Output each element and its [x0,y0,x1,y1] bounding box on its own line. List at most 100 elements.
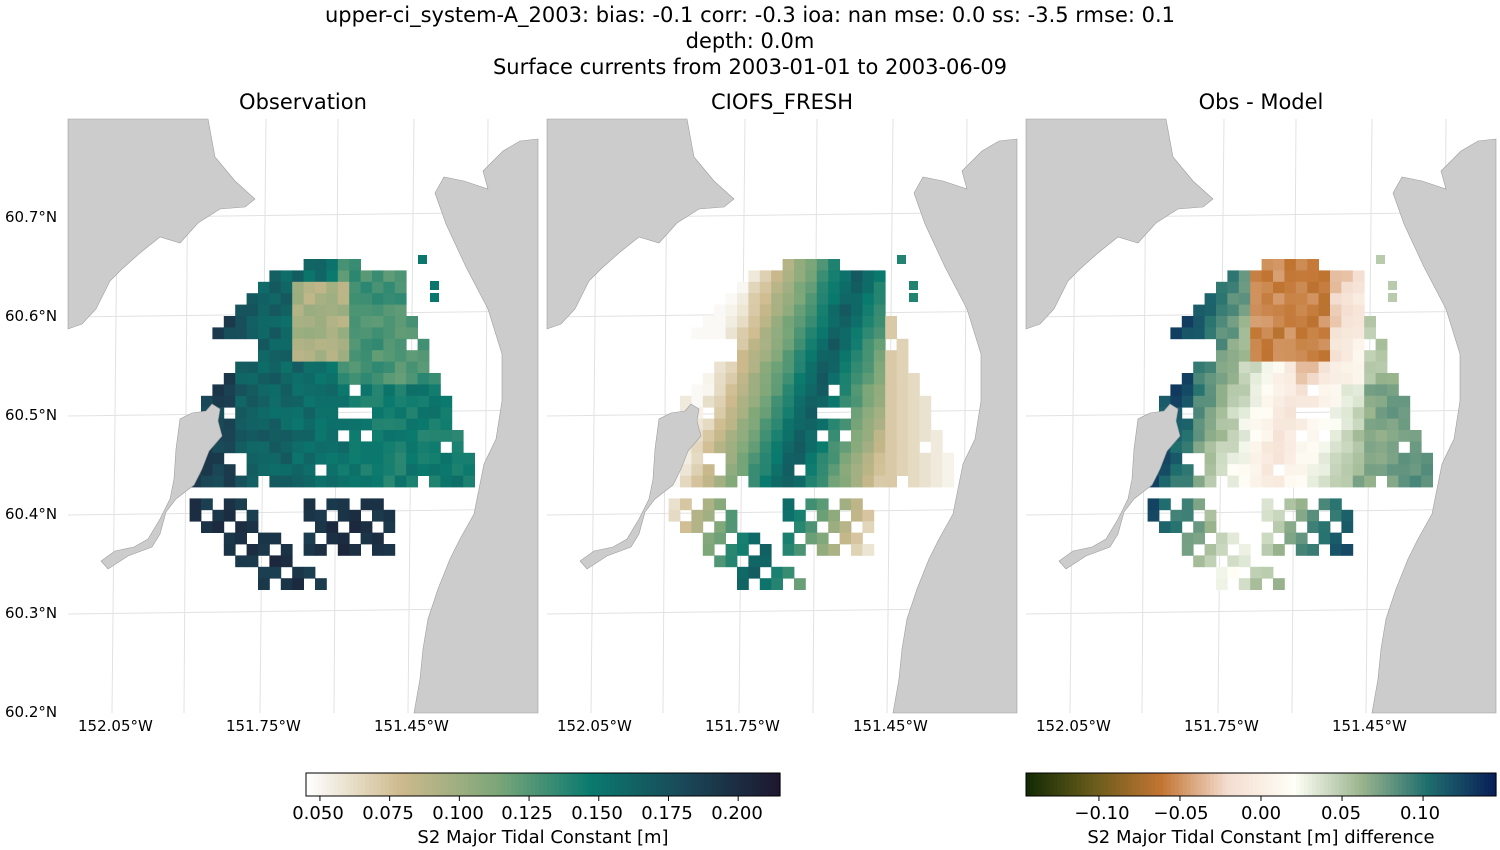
data-cell [280,452,293,465]
data-cell [326,395,339,408]
data-cell [805,407,818,419]
data-cell [714,373,726,385]
data-cell [1295,316,1308,328]
colorbar-segment [641,773,647,796]
colorbar-segment [740,773,746,796]
colorbar-frame [305,772,781,797]
data-cell [839,281,852,294]
data-cell [360,418,373,431]
data-cell [851,452,863,465]
data-cell [896,338,909,351]
data-cell [1216,532,1228,545]
data-cell [794,327,806,340]
data-cell [1318,270,1331,283]
colorbar-segment [744,773,749,796]
data-cell [851,509,863,522]
data-cell [1295,304,1308,317]
data-cell [1352,293,1365,305]
data-cell [828,521,840,533]
data-cell [885,418,897,431]
data-cell [1284,350,1297,362]
data-cell [1330,361,1342,374]
data-cell [235,373,247,385]
colorbar-segment [574,773,580,796]
data-cell [337,304,350,317]
data-cell [326,452,339,465]
data-cell [269,395,282,408]
colorbar-segment [633,773,639,796]
data-cell [839,498,852,511]
data-cell [212,327,225,340]
data-cell [1295,338,1308,351]
colorbar-segment [396,773,402,796]
data-cell [258,384,270,397]
data-cell [702,418,715,431]
colorbar-segment [554,773,560,796]
data-cell [1330,509,1342,522]
colorbar-segment [475,773,481,796]
colorbar-segment [1386,773,1391,796]
data-cell [417,384,430,397]
data-cell [885,430,897,442]
data-cell [1352,395,1365,408]
data-cell [246,293,259,305]
data-cell [771,281,783,294]
data-cell [1388,281,1397,290]
data-cell [280,327,293,340]
data-cell [406,452,418,465]
data-cell [246,373,259,385]
data-cell [1250,418,1262,431]
data-cell [1250,464,1262,476]
data-cell [839,327,852,340]
data-cell [782,373,795,385]
data-cell [1261,464,1274,476]
colorbar-segment [1057,773,1062,796]
data-cell [1284,373,1297,385]
data-cell [737,430,749,442]
colorbar-segment [673,773,678,796]
colorbar-segment [1159,773,1164,796]
data-cell [680,475,692,488]
data-cell [394,327,407,340]
data-cell [1273,395,1285,408]
colorbar-segment [669,773,674,796]
data-cell [1193,475,1205,488]
colorbar-segment [1194,773,1199,796]
data-cell [269,316,282,328]
lon-tick-p2-152-05: 152.05°W [557,717,632,735]
data-cell [816,544,829,556]
data-cell [828,373,840,385]
data-cell [246,418,259,431]
colorbar-segment [416,773,422,796]
data-cell [1364,452,1376,465]
colorbar-segment [1347,773,1352,796]
data-cell [1227,532,1240,545]
data-cell [1273,373,1285,385]
data-cell [280,361,293,374]
data-cell [737,281,749,294]
data-cell [430,281,439,290]
data-cell [337,441,350,454]
colorbar-segment [412,773,418,796]
data-cell [851,464,863,476]
data-cell [1284,418,1297,431]
data-cell [782,509,795,522]
data-cell [1330,441,1342,454]
data-cell [1273,521,1285,533]
data-cell [326,361,339,374]
data-cell [326,281,339,294]
data-cell [223,395,236,408]
data-cell [372,373,384,385]
data-cell [1238,384,1251,397]
data-cell [372,293,384,305]
data-cell [280,418,293,431]
data-cell [873,430,886,442]
data-cell [1238,430,1251,442]
data-cell [372,418,384,431]
data-cell [1341,270,1354,283]
cb1-tick-0-100: 0.100 [432,803,484,824]
data-cell [782,281,795,294]
data-cell [782,475,795,488]
data-cell [759,316,772,328]
data-cell [1238,544,1251,556]
